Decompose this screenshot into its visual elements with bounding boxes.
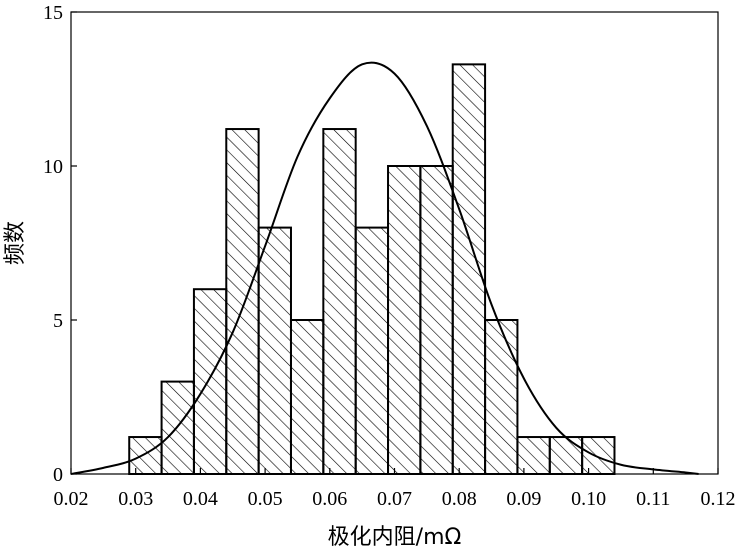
histogram-bar-12 xyxy=(484,319,519,475)
y-tick-label: 5 xyxy=(53,310,63,332)
y-tick-label: 15 xyxy=(43,2,63,24)
histogram-bar-14 xyxy=(548,436,584,476)
x-tick-label: 0.10 xyxy=(571,488,606,510)
histogram-bar-9 xyxy=(387,165,422,475)
histogram-bar-13 xyxy=(516,436,551,476)
histogram-bars xyxy=(128,63,616,476)
histogram-bar-7 xyxy=(322,128,357,475)
x-tick-label: 0.08 xyxy=(442,488,477,510)
y-axis-ticks: 0 5 10 15 xyxy=(43,2,77,486)
y-tick-label: 10 xyxy=(43,156,63,178)
histogram-bar-6 xyxy=(289,319,325,475)
x-tick-label: 0.02 xyxy=(54,488,89,510)
x-tick-label: 0.03 xyxy=(118,488,153,510)
histogram-bar-1 xyxy=(128,436,163,476)
x-tick-label: 0.05 xyxy=(248,488,283,510)
x-tick-label: 0.12 xyxy=(701,488,736,510)
y-tick-label: 0 xyxy=(53,464,63,486)
fit-curve xyxy=(70,61,699,475)
x-tick-label: 0.09 xyxy=(506,488,541,510)
x-axis-ticks: 0.02 0.03 0.04 0.05 0.06 0.07 0.08 0.09 0.10 0.11… xyxy=(54,468,736,510)
x-tick-label: 0.07 xyxy=(377,488,412,510)
histogram-bar-10 xyxy=(419,165,454,475)
histogram-bar-15 xyxy=(581,436,616,476)
histogram-bar-4 xyxy=(225,128,260,475)
y-axis-title: 频数 xyxy=(3,221,28,265)
x-tick-label: 0.04 xyxy=(183,488,218,510)
histogram-bar-5 xyxy=(257,226,292,475)
histogram-bar-8 xyxy=(354,226,390,475)
x-axis-title: 极化内阻/mΩ xyxy=(328,525,462,550)
x-tick-label: 0.11 xyxy=(636,488,670,510)
x-tick-label: 0.06 xyxy=(312,488,347,510)
histogram-bar-3 xyxy=(192,288,228,476)
